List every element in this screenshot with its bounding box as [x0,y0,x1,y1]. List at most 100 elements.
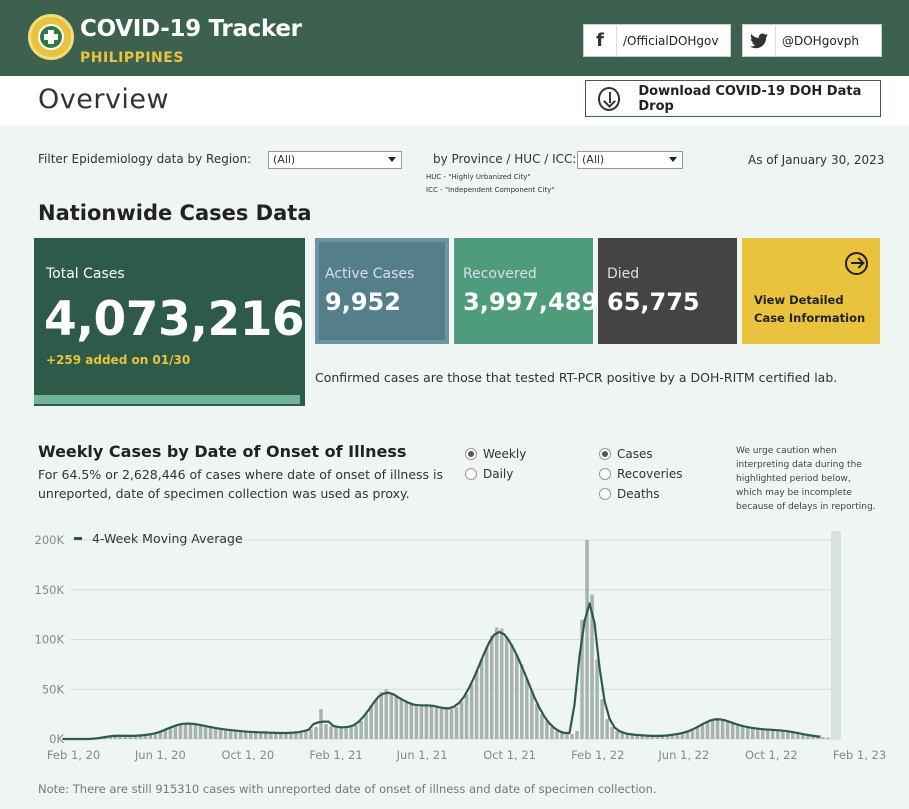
twitter-link[interactable]: @DOHgovph [742,24,882,57]
bottom-note: Note: There are still 915310 cases with … [38,782,657,796]
legend-label: 4-Week Moving Average [92,531,243,546]
bar [600,699,604,739]
bar [695,727,700,739]
bar [715,718,720,739]
bar [248,732,253,739]
bar [113,735,117,739]
radio-daily[interactable]: Daily [465,467,513,481]
bar [424,704,429,739]
radio-weekly[interactable]: Weekly [465,447,526,461]
bar [369,705,373,739]
bar [655,736,660,739]
y-tick-label: 50K [42,682,65,696]
bar [755,729,760,739]
confirmed-cases-note: Confirmed cases are those that tested RT… [315,370,838,385]
bar [253,732,258,739]
bar [118,735,122,739]
facebook-link[interactable]: f /OfficialDOHgov [583,24,731,57]
bar [344,728,348,739]
bar [394,696,399,739]
region-select[interactable]: (All) [268,151,402,169]
twitter-icon [743,24,776,57]
weekly-chart-subtitle: For 64.5% or 2,628,446 of cases where da… [38,467,444,501]
app-header: COVID-19 Tracker PHILIPPINES f /Official… [0,0,909,76]
bar [304,731,308,739]
y-tick-label: 0K [49,732,64,746]
bar [264,732,268,739]
bar [620,733,624,739]
bar [826,737,830,739]
y-tick-label: 150K [35,583,65,597]
bar [610,727,614,739]
detail-line-2: Case Information [754,311,866,325]
bar [258,732,263,739]
bar [178,724,183,739]
bar [284,733,288,739]
bar [148,734,153,739]
bar [404,702,409,739]
total-cases-card: Total Cases 4,073,216 +259 added on 01/3… [34,238,305,406]
x-tick-label: Jun 1, 22 [657,748,709,762]
total-cases-added: +259 added on 01/30 [46,353,191,367]
bar [821,737,825,739]
radio-recoveries[interactable]: Recoveries [599,467,683,481]
bar [354,725,358,739]
bar [499,628,504,739]
radio-deaths-label: Deaths [617,487,660,501]
total-cases-bar [34,395,300,404]
bar [645,735,650,739]
bar [766,729,770,739]
facebook-handle: /OfficialDOHgov [623,33,719,48]
bar [560,733,564,739]
bar [816,736,820,739]
bar [530,691,534,739]
x-tick-label: Feb 1, 21 [309,748,362,762]
bar [183,723,188,739]
province-select[interactable]: (All) [577,151,683,169]
bar [625,734,629,739]
radio-weekly-label: Weekly [483,447,527,461]
radio-deaths[interactable]: Deaths [599,487,660,501]
x-tick-label: Oct 1, 22 [745,748,798,762]
bar [509,644,514,739]
bar [309,729,313,739]
bar [555,731,559,739]
region-filter-label: Filter Epidemiology data by Region: [38,152,252,166]
bar [690,730,695,739]
province-select-value: (All) [582,153,605,166]
active-cases-label: Active Cases [325,266,415,282]
bar [274,733,278,739]
bar [474,671,479,739]
bar [218,729,223,739]
bar [575,731,579,739]
active-cases-card: Active Cases 9,952 [315,238,449,344]
bar [484,647,489,739]
recovered-value: 3,997,489 [463,288,599,316]
x-tick-label: Feb 1, 23 [833,748,886,762]
bar [735,725,740,739]
bar [550,727,554,739]
bar [760,729,765,739]
bar [595,659,599,739]
bar [806,735,810,739]
download-icon [598,86,621,111]
bar [289,733,293,739]
bar [570,734,574,739]
view-detailed-case-info-button[interactable]: View Detailed Case Information [742,238,880,344]
bar [615,731,619,739]
as-of-date: As of January 30, 2023 [748,153,885,167]
bar [650,736,655,739]
bar [776,730,780,739]
province-filter-label: by Province / HUC / ICC: [433,152,577,166]
bar [409,704,414,739]
detail-line-1: View Detailed [754,293,844,307]
active-cases-value: 9,952 [325,288,401,316]
bar [771,730,775,739]
bar [670,735,675,739]
y-tick-label: 100K [35,633,65,647]
bar [339,727,343,739]
bar [429,705,434,739]
radio-cases[interactable]: Cases [599,447,653,461]
download-data-drop-button[interactable]: Download COVID-19 DOH Data Drop [585,80,881,117]
bar [269,732,273,739]
